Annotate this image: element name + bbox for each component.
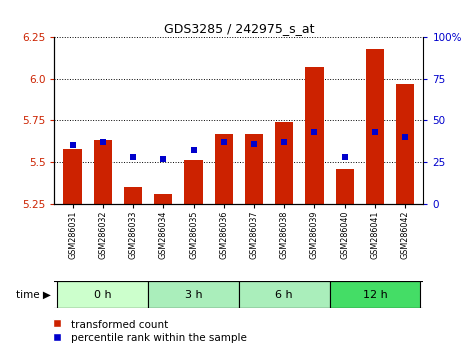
Point xyxy=(280,139,288,145)
Point xyxy=(159,156,167,161)
Text: 6 h: 6 h xyxy=(275,290,293,300)
Point xyxy=(311,129,318,135)
Bar xyxy=(239,281,330,308)
Point xyxy=(69,142,76,148)
Bar xyxy=(396,84,414,204)
Bar xyxy=(245,134,263,204)
Text: 3 h: 3 h xyxy=(184,290,202,300)
Point xyxy=(371,129,379,135)
Bar xyxy=(184,160,202,204)
Point xyxy=(99,139,106,145)
Point xyxy=(250,141,258,147)
Text: time ▶: time ▶ xyxy=(17,290,52,300)
Point xyxy=(220,139,228,145)
Bar xyxy=(306,67,324,204)
Bar xyxy=(124,187,142,204)
Text: 12 h: 12 h xyxy=(363,290,387,300)
Bar xyxy=(57,281,148,308)
Bar xyxy=(366,49,384,204)
Bar xyxy=(336,169,354,204)
Legend: transformed count, percentile rank within the sample: transformed count, percentile rank withi… xyxy=(48,315,251,347)
Point xyxy=(129,154,137,160)
Bar xyxy=(275,122,293,204)
Bar xyxy=(94,140,112,204)
Text: 0 h: 0 h xyxy=(94,290,112,300)
Bar xyxy=(215,134,233,204)
Bar xyxy=(330,281,420,308)
Title: GDS3285 / 242975_s_at: GDS3285 / 242975_s_at xyxy=(164,22,314,35)
Point xyxy=(190,148,197,153)
Point xyxy=(341,154,349,160)
Point xyxy=(402,134,409,140)
Bar xyxy=(63,149,82,204)
Bar xyxy=(154,194,172,204)
Bar xyxy=(148,281,239,308)
